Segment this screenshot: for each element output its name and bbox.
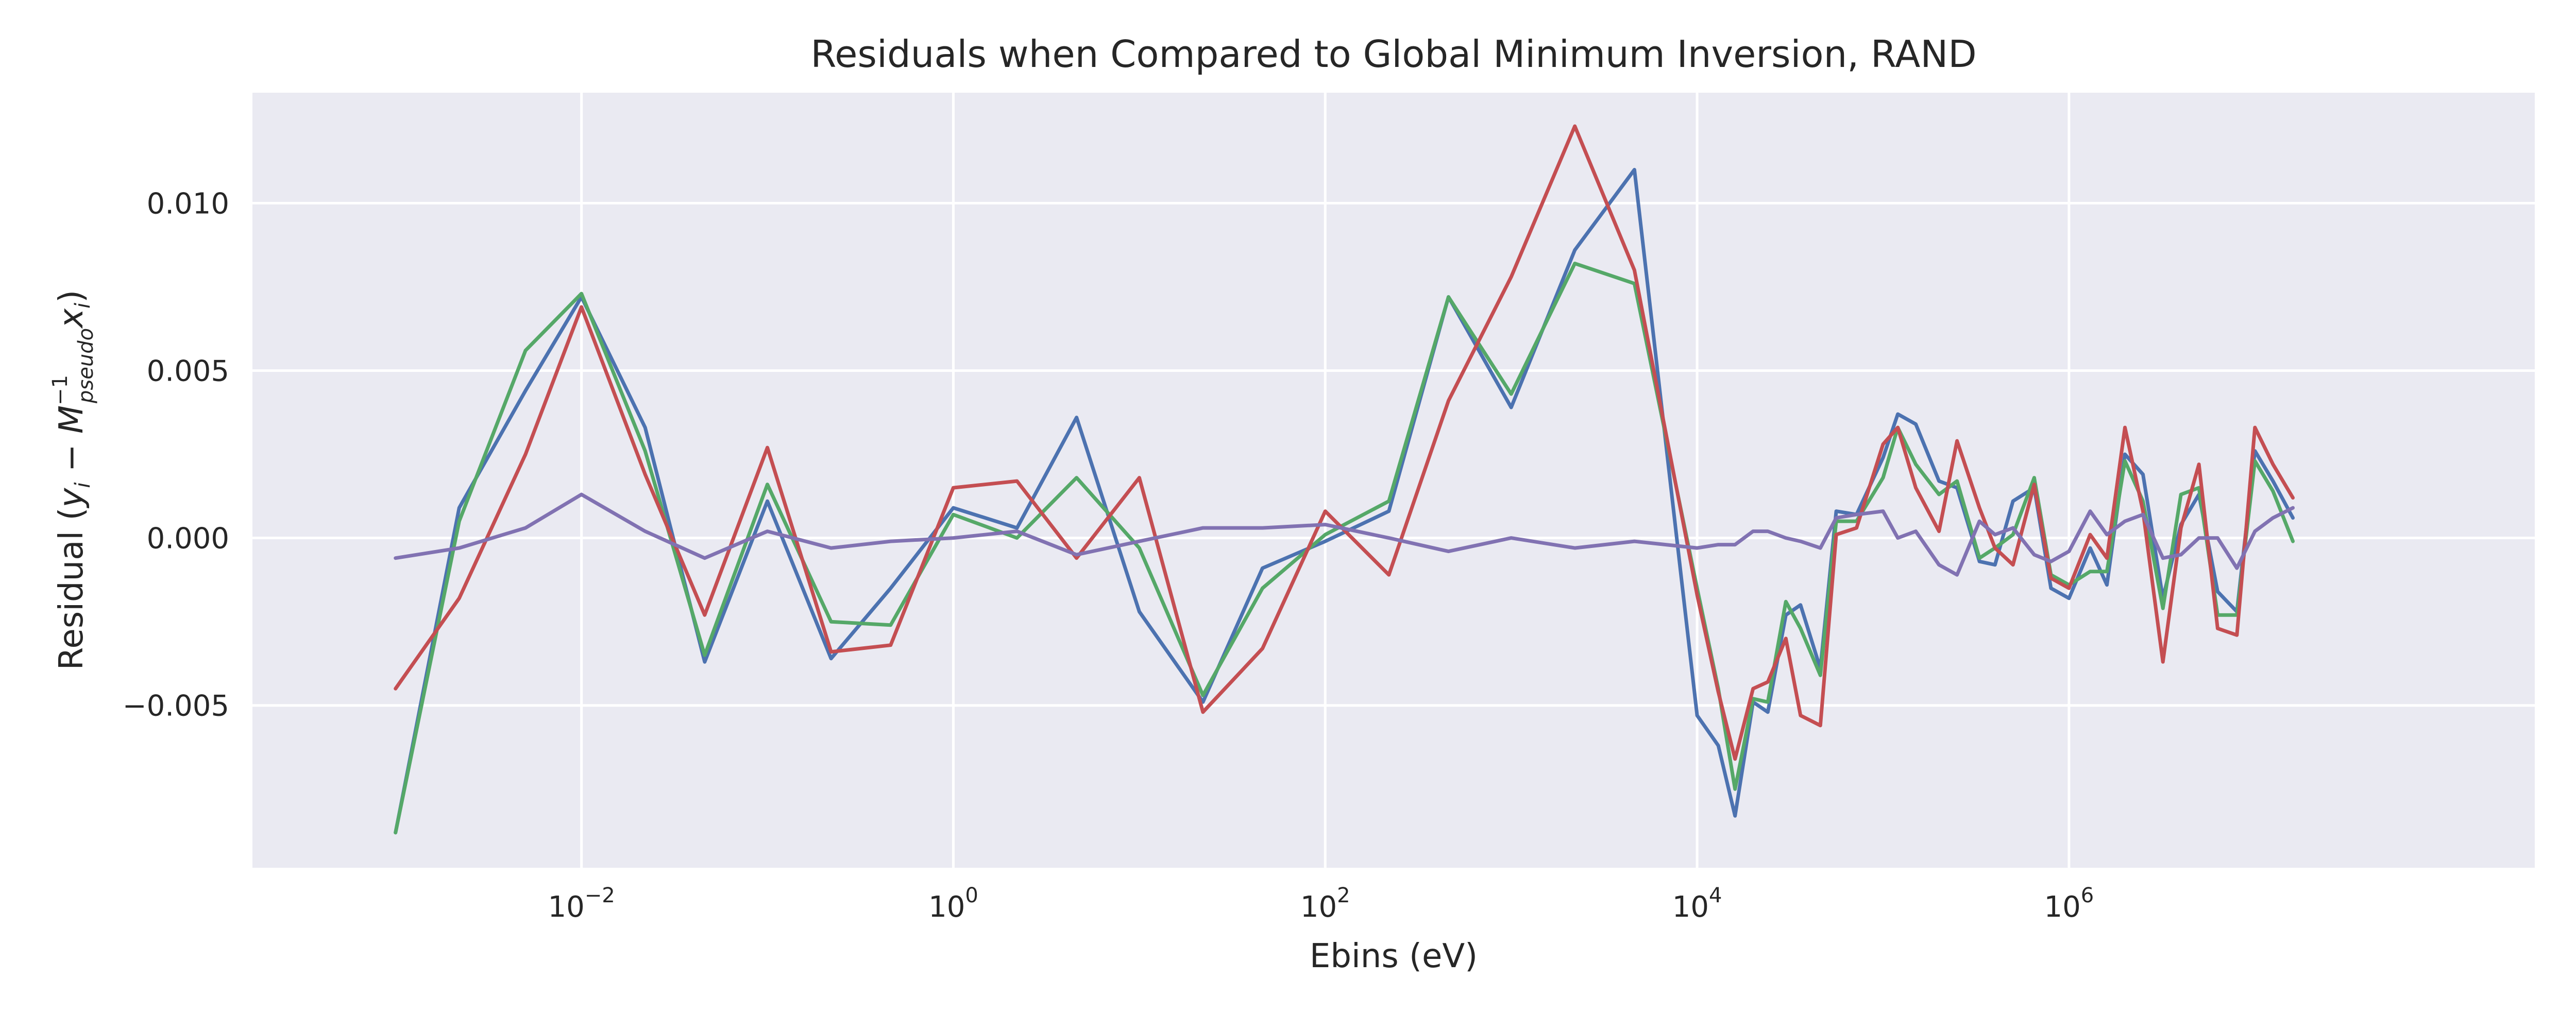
- y-tick-label: 0.010: [147, 187, 229, 221]
- y-tick-label: −0.005: [123, 690, 229, 723]
- y-tick-label: 0.000: [147, 522, 229, 556]
- y-tick-labels: 0.010 0.005 0.000 −0.005: [123, 187, 229, 723]
- x-tick-label: 102: [1300, 884, 1350, 924]
- x-tick-label: 10−2: [548, 884, 615, 924]
- x-tick-label: 106: [2044, 884, 2094, 924]
- x-axis-label: Ebins (eV): [1310, 937, 1478, 975]
- series-line-1: [394, 168, 2295, 835]
- series-group: [394, 124, 2295, 835]
- y-tick-label: 0.005: [147, 355, 229, 388]
- series-line-3: [394, 124, 2295, 761]
- series-line-4: [394, 492, 2295, 577]
- chart-title: Residuals when Compared to Global Minimu…: [810, 32, 1976, 76]
- series-line-2: [394, 262, 2295, 835]
- y-axis-label: Residual (yi − M−1 pseudoxi): [48, 290, 98, 670]
- x-tick-label: 104: [1672, 884, 1722, 924]
- grid-lines: [252, 93, 2535, 868]
- x-tick-label: 100: [928, 884, 978, 924]
- x-tick-labels: 10−2 100 102 104 106: [548, 884, 2094, 924]
